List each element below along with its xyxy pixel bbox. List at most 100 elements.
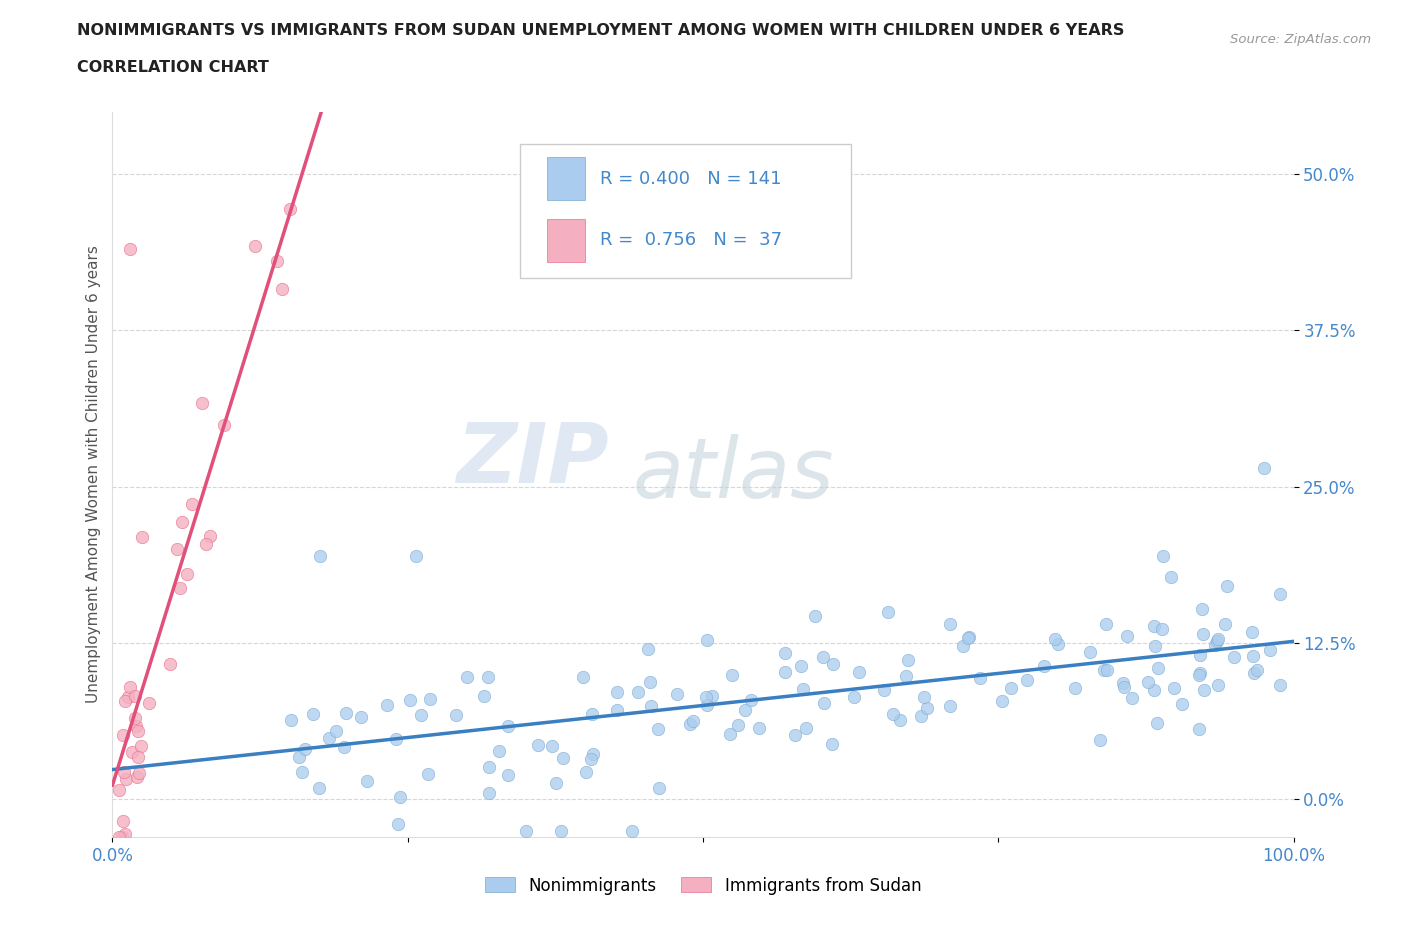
Text: R = 0.400   N = 141: R = 0.400 N = 141 — [600, 169, 782, 188]
Point — [375, 698, 398, 712]
Point — [180, 497, 202, 512]
Point — [581, 707, 603, 722]
Point — [1241, 649, 1264, 664]
Text: atlas: atlas — [633, 433, 834, 515]
Point — [917, 700, 939, 715]
Point — [640, 698, 662, 713]
Point — [1258, 642, 1281, 657]
Point — [606, 684, 628, 699]
Point — [811, 650, 834, 665]
Point — [1092, 662, 1115, 677]
Point — [1216, 578, 1239, 593]
FancyBboxPatch shape — [547, 219, 585, 261]
Point — [910, 709, 932, 724]
Point — [575, 764, 598, 779]
Point — [785, 728, 807, 743]
Point — [125, 719, 148, 734]
Point — [648, 781, 671, 796]
Point — [384, 731, 406, 746]
Point — [1115, 629, 1137, 644]
Point — [115, 771, 138, 786]
Point — [939, 617, 962, 631]
Point — [957, 631, 980, 645]
Point — [515, 823, 537, 838]
Point — [290, 764, 312, 779]
Point — [740, 693, 762, 708]
Point — [820, 737, 842, 751]
Legend: Nonimmigrants, Immigrants from Sudan: Nonimmigrants, Immigrants from Sudan — [478, 870, 928, 901]
Point — [896, 668, 918, 683]
Point — [176, 566, 198, 581]
Point — [1189, 647, 1212, 662]
Point — [271, 282, 294, 297]
Text: CORRELATION CHART: CORRELATION CHART — [77, 60, 269, 75]
Point — [356, 773, 378, 788]
Point — [1078, 644, 1101, 659]
Point — [114, 693, 136, 708]
Point — [170, 514, 193, 529]
Point — [1150, 622, 1173, 637]
Point — [456, 670, 478, 684]
Point — [131, 529, 153, 544]
Point — [411, 708, 433, 723]
Point — [478, 760, 501, 775]
Point — [496, 768, 519, 783]
Point — [848, 665, 870, 680]
Point — [1206, 632, 1229, 647]
Point — [325, 724, 347, 738]
Point — [124, 688, 146, 703]
Point — [792, 681, 814, 696]
Point — [1192, 627, 1215, 642]
Point — [939, 698, 962, 713]
Point — [195, 537, 218, 551]
Point — [498, 719, 520, 734]
Point — [166, 542, 188, 557]
Point — [1223, 649, 1246, 664]
Point — [127, 724, 149, 738]
Point — [606, 702, 628, 717]
Point — [773, 646, 796, 661]
Point — [571, 670, 593, 684]
Point — [550, 823, 572, 838]
Point — [638, 674, 661, 689]
Point — [191, 396, 214, 411]
Point — [627, 684, 650, 699]
Point — [287, 750, 309, 764]
Point — [990, 694, 1012, 709]
Point — [1144, 639, 1167, 654]
Point — [478, 786, 501, 801]
Point — [540, 738, 562, 753]
Point — [1064, 681, 1087, 696]
Point — [1152, 548, 1174, 563]
Point — [1188, 668, 1211, 683]
Point — [821, 657, 844, 671]
Point — [794, 721, 817, 736]
Point — [621, 823, 644, 838]
FancyBboxPatch shape — [520, 144, 851, 278]
Point — [647, 722, 669, 737]
Point — [112, 727, 135, 742]
Point — [696, 698, 718, 713]
Point — [695, 689, 717, 704]
Point — [120, 242, 142, 257]
Point — [551, 751, 574, 765]
Point — [897, 653, 920, 668]
Point — [389, 790, 412, 804]
Point — [718, 726, 741, 741]
Point — [387, 817, 409, 831]
Point — [1017, 672, 1039, 687]
Point — [700, 688, 723, 703]
Point — [882, 707, 904, 722]
Point — [294, 742, 316, 757]
Point — [125, 770, 148, 785]
Point — [405, 548, 427, 563]
Y-axis label: Unemployment Among Women with Children Under 6 years: Unemployment Among Women with Children U… — [86, 246, 101, 703]
Point — [399, 693, 422, 708]
Point — [1137, 674, 1160, 689]
Point — [969, 671, 991, 685]
Point — [1033, 658, 1056, 673]
Point — [1270, 678, 1292, 693]
Point — [773, 665, 796, 680]
Point — [118, 680, 141, 695]
Point — [278, 202, 301, 217]
